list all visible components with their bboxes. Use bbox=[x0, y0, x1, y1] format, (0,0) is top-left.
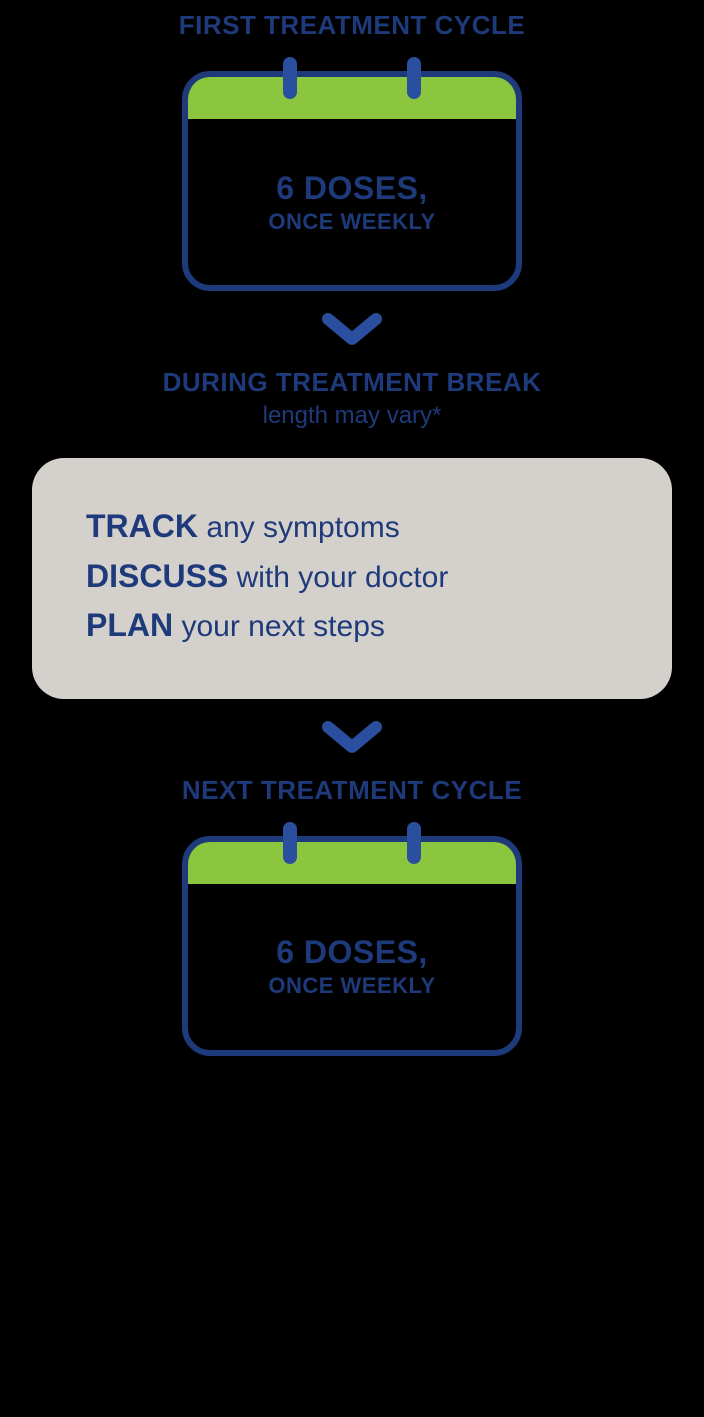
calendar-2-rings bbox=[182, 822, 522, 864]
info-rest-plan: your next steps bbox=[173, 610, 385, 643]
calendar-1: 6 DOSES, ONCE WEEKLY bbox=[182, 71, 522, 291]
calendar-2-doses: 6 DOSES, bbox=[276, 934, 428, 971]
info-line-track: TRACK any symptoms bbox=[86, 502, 618, 552]
chevron-down-icon bbox=[322, 721, 382, 757]
chevron-down-icon bbox=[322, 313, 382, 349]
calendar-1-frequency: ONCE WEEKLY bbox=[268, 209, 435, 235]
calendar-2-content: 6 DOSES, ONCE WEEKLY bbox=[188, 884, 516, 1050]
info-line-plan: PLAN your next steps bbox=[86, 601, 618, 651]
calendar-ring-icon bbox=[283, 822, 297, 864]
info-kw-track: TRACK bbox=[86, 508, 198, 544]
section2-subtitle: length may vary* bbox=[263, 402, 442, 430]
section3-title: NEXT TREATMENT CYCLE bbox=[182, 775, 522, 806]
calendar-ring-icon bbox=[407, 822, 421, 864]
info-kw-plan: PLAN bbox=[86, 607, 173, 643]
info-rest-track: any symptoms bbox=[198, 511, 400, 544]
calendar-1-rings bbox=[182, 57, 522, 99]
calendar-1-doses: 6 DOSES, bbox=[276, 170, 428, 207]
section1-title: FIRST TREATMENT CYCLE bbox=[179, 10, 526, 41]
calendar-1-content: 6 DOSES, ONCE WEEKLY bbox=[188, 119, 516, 285]
calendar-1-body: 6 DOSES, ONCE WEEKLY bbox=[182, 71, 522, 291]
info-rest-discuss: with your doctor bbox=[228, 561, 448, 594]
calendar-2-frequency: ONCE WEEKLY bbox=[268, 973, 435, 999]
section2-title: DURING TREATMENT BREAK bbox=[163, 367, 542, 398]
calendar-2-body: 6 DOSES, ONCE WEEKLY bbox=[182, 836, 522, 1056]
info-kw-discuss: DISCUSS bbox=[86, 558, 228, 594]
info-card: TRACK any symptoms DISCUSS with your doc… bbox=[32, 458, 672, 699]
info-line-discuss: DISCUSS with your doctor bbox=[86, 552, 618, 602]
calendar-ring-icon bbox=[407, 57, 421, 99]
calendar-ring-icon bbox=[283, 57, 297, 99]
calendar-2: 6 DOSES, ONCE WEEKLY bbox=[182, 836, 522, 1056]
